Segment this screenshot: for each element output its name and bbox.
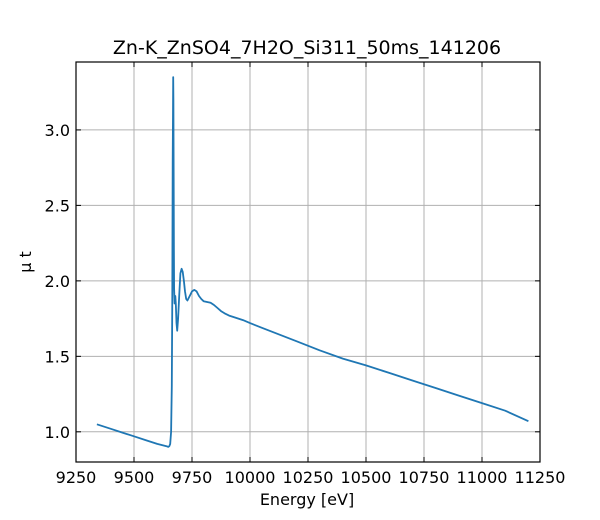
series-layer: [96, 76, 529, 448]
grid: [75, 62, 541, 462]
x-tick-label: 10250: [283, 468, 334, 487]
y-axis-label: μ t: [16, 251, 35, 273]
series-line-0: [96, 76, 529, 448]
x-tick-label: 9250: [56, 468, 97, 487]
x-tick-label: 10000: [225, 468, 276, 487]
y-tick-label: 3.0: [45, 121, 70, 140]
chart-title: Zn-K_ZnSO4_7H2O_Si311_50ms_141206: [113, 37, 501, 59]
x-tick-label: 11000: [457, 468, 508, 487]
y-tick-label: 1.5: [45, 347, 70, 366]
x-tick-label: 9500: [114, 468, 155, 487]
x-tick-label: 10500: [341, 468, 392, 487]
ticks: 9250 9500 9750 10000 10250 10500 10750 11000 112…: [45, 62, 566, 487]
x-axis-label: Energy [eV]: [260, 490, 354, 509]
y-tick-label: 2.5: [45, 196, 70, 215]
y-tick-label: 1.0: [45, 423, 70, 442]
x-tick-label: 9750: [172, 468, 213, 487]
y-tick-label: 2.0: [45, 272, 70, 291]
x-tick-label: 11250: [515, 468, 566, 487]
x-tick-label: 10750: [399, 468, 450, 487]
